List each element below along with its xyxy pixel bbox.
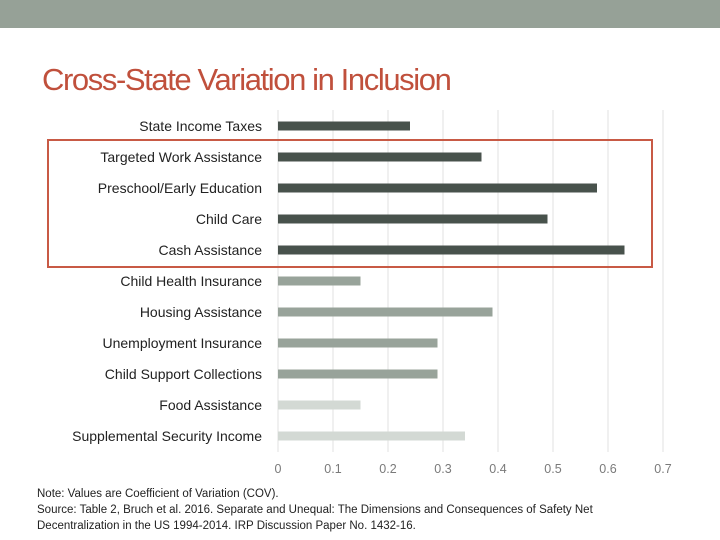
bar [278, 214, 548, 224]
category-label: Unemployment Insurance [102, 335, 262, 351]
category-label: Supplemental Security Income [72, 428, 262, 444]
bar [278, 431, 465, 441]
category-label: Child Support Collections [105, 366, 262, 382]
bar [278, 307, 493, 317]
x-tick-label: 0.7 [654, 462, 671, 476]
top-accent-band [0, 0, 720, 28]
bar [278, 245, 625, 255]
note-line: Note: Values are Coefficient of Variatio… [37, 488, 279, 500]
category-label: Child Care [196, 211, 262, 227]
note-line: Decentralization in the US 1994-2014. IR… [37, 520, 416, 532]
bar [278, 400, 361, 410]
category-label: Child Health Insurance [120, 273, 262, 289]
x-tick-label: 0.1 [324, 462, 341, 476]
bar [278, 276, 361, 286]
source-note: Note: Values are Coefficient of Variatio… [37, 486, 593, 534]
category-label: Food Assistance [159, 397, 262, 413]
highlight-box [47, 139, 653, 268]
bar [278, 152, 482, 162]
bar [278, 369, 438, 379]
x-tick-label: 0 [275, 462, 282, 476]
slide-title: Cross-State Variation in Inclusion [42, 62, 452, 97]
x-tick-label: 0.3 [434, 462, 451, 476]
category-label: Targeted Work Assistance [100, 149, 262, 165]
x-tick-label: 0.2 [379, 462, 396, 476]
note-line: Source: Table 2, Bruch et al. 2016. Sepa… [37, 504, 593, 516]
bar [278, 183, 597, 193]
category-label: Cash Assistance [159, 242, 263, 258]
category-label: Housing Assistance [140, 304, 262, 320]
bar [278, 338, 438, 348]
x-tick-label: 0.5 [544, 462, 561, 476]
x-tick-label: 0.6 [599, 462, 616, 476]
category-label: Preschool/Early Education [98, 180, 262, 196]
category-label: State Income Taxes [139, 118, 262, 134]
bar [278, 121, 410, 131]
x-tick-label: 0.4 [489, 462, 506, 476]
